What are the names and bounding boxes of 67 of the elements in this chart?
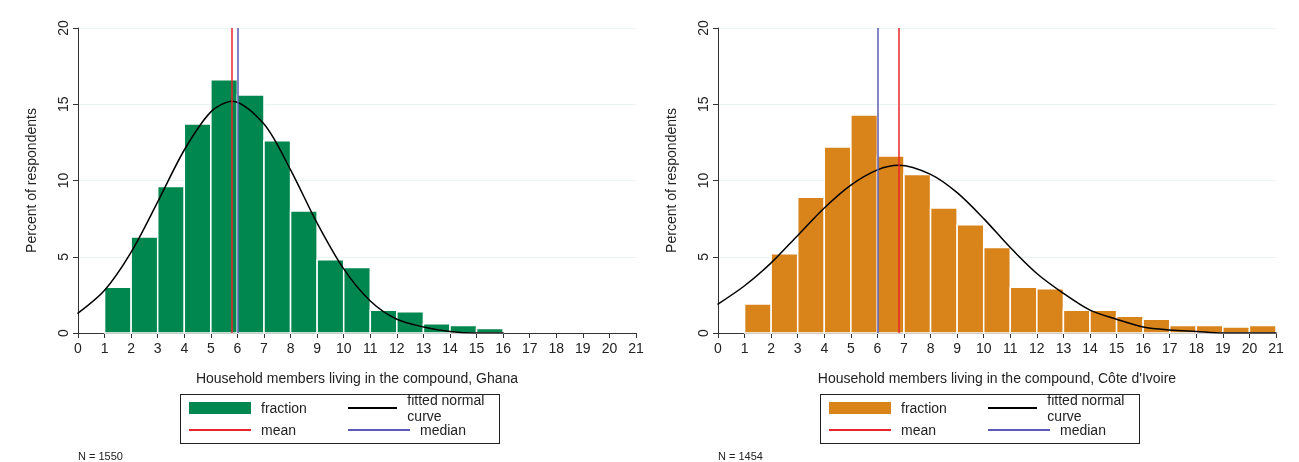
x-tick-label: 2 [767,340,776,356]
x-tick-label: 18 [548,340,565,356]
text: N = 1550 [78,450,124,462]
y-axis-title: Percent of respondents [23,108,39,253]
x-tick-label: 17 [1161,340,1178,356]
x-tick-label: 1 [100,340,109,356]
legend-label: median [420,422,466,438]
text: N = 1454 [718,450,764,462]
x-tick-label: 9 [953,340,962,356]
x-tick-label: 19 [575,340,591,356]
x-tick-label: 14 [1082,340,1098,356]
x-tick-label: 15 [1108,340,1125,356]
x-tick-label: 5 [206,340,215,356]
y-tick-label: 0 [55,328,71,337]
x-tick-label: 12 [389,340,405,356]
x-tick-label: 20 [1241,340,1258,356]
y-tick-label: 15 [55,96,71,113]
x-tick-label: 8 [926,340,935,356]
y-tick-label: 10 [55,172,71,189]
legend-label: mean [901,422,937,438]
x-tick-label: 1 [740,340,749,356]
x-tick-label: 21 [1268,340,1284,356]
y-tick-label: 10 [695,172,711,189]
y-tick-label: 15 [695,96,711,113]
x-tick-label: 13 [415,340,432,356]
legend-label: fraction [901,400,947,416]
x-tick-label: 2 [127,340,136,356]
x-tick-label: 4 [820,340,829,356]
x-tick-label: 19 [1215,340,1231,356]
x-tick-label: 12 [1029,340,1045,356]
legend-label: fraction [261,400,307,416]
x-tick-label: 0 [714,340,723,356]
y-tick-label: 5 [695,252,711,261]
x-tick-label: 10 [975,340,992,356]
line-series [77,100,504,334]
x-tick-label: 4 [180,340,189,356]
x-tick-label: 16 [495,340,512,356]
legend-label: median [1060,422,1106,438]
x-axis-title: Household members living in the compound, Côte d'Ivoire [817,370,1177,386]
x-tick-label: 16 [1135,340,1152,356]
legend-label: mean [261,422,297,438]
x-tick-label: 9 [313,340,322,356]
x-tick-label: 8 [286,340,295,356]
x-tick-label: 3 [793,340,802,356]
x-tick-label: 6 [233,340,242,356]
x-tick-label: 3 [153,340,162,356]
x-axis-title: Household members living in the compound, Ghana [195,370,519,386]
x-tick-label: 7 [900,340,909,356]
x-tick-label: 18 [1188,340,1205,356]
y-tick-label: 20 [55,20,71,36]
x-tick-label: 14 [442,340,458,356]
x-tick-label: 7 [260,340,269,356]
x-tick-label: 11 [1003,340,1018,356]
x-tick-label: 11 [363,340,378,356]
x-tick-label: 5 [846,340,855,356]
x-tick-label: 10 [335,340,352,356]
x-tick-label: 17 [521,340,538,356]
x-tick-label: 20 [601,340,618,356]
x-tick-label: 0 [74,340,83,356]
y-tick-label: 5 [55,252,71,261]
y-tick-label: 20 [695,20,711,36]
x-tick-label: 6 [873,340,882,356]
y-tick-label: 0 [695,328,711,337]
x-tick-label: 13 [1055,340,1072,356]
x-tick-label: 15 [468,340,485,356]
y-axis-title: Percent of respondents [663,108,679,253]
x-tick-label: 21 [628,340,644,356]
